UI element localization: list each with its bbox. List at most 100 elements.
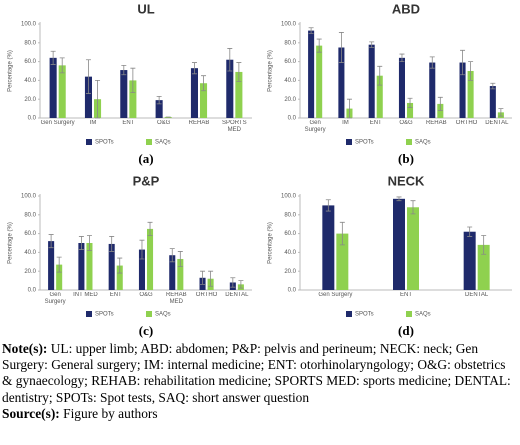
y-tick-label: 100.0 (281, 22, 297, 28)
x-tick-label: SPORTS MED (222, 120, 247, 133)
error-bar (201, 75, 207, 92)
error-bar (78, 236, 84, 250)
x-tick-label: ENT (399, 292, 412, 298)
bar (437, 103, 444, 118)
error-bar (399, 53, 405, 62)
chart-title: UL (137, 1, 154, 16)
note-text: UL: upper limb; ABD: abdomen; P&P: pelvi… (2, 341, 511, 405)
x-tick-label: IM (89, 120, 97, 126)
y-tick-label: 40.0 (24, 250, 36, 256)
error-bar (121, 64, 127, 76)
x-tick-label-box: ORTHO (456, 120, 478, 126)
bar (129, 80, 137, 118)
x-tick-label: ENT (369, 120, 382, 126)
x-tick-label-box: REHAB MED (166, 292, 187, 305)
x-tick-label-box: DENTAL (225, 292, 248, 298)
x-tick-label: O&G (399, 120, 413, 126)
chart-title: NECK (388, 173, 425, 188)
x-tick-label-box: DENTAL (485, 120, 508, 126)
bar (398, 57, 405, 118)
x-tick-label: ENT (109, 292, 122, 298)
figure: UL Percentage (%) 0.0 20.0 40.0 60.0 80.0 100.0… (8, 1, 512, 338)
legend-label: SPOTs (95, 312, 114, 318)
bar (407, 102, 414, 118)
bar (429, 62, 436, 118)
x-tick-label-box: ENT (109, 292, 122, 298)
error-bar (460, 49, 466, 76)
x-tick-label-box: ENT (369, 120, 382, 126)
y-tick-label: 0.0 (288, 288, 297, 294)
bar (322, 205, 335, 290)
x-tick-label: O&G (139, 292, 153, 298)
bar (78, 243, 85, 290)
x-tick-label-box: ENT (122, 120, 134, 126)
bar (200, 83, 208, 118)
error-bar (490, 82, 496, 90)
x-tick-label-box: Gen Surgery (41, 120, 75, 126)
note-label: Note(s): (2, 341, 48, 356)
x-tick-label-box: INT MED (73, 292, 98, 298)
legend-swatch (406, 311, 412, 317)
y-tick-label: 40.0 (284, 78, 296, 84)
y-tick-label: 100.0 (21, 22, 37, 28)
legend-swatch (86, 311, 92, 317)
error-bar (308, 27, 314, 34)
error-bar (316, 38, 322, 53)
source-label: Source(s): (2, 405, 60, 421)
legend-label: SAQs (415, 312, 431, 318)
bar (116, 265, 123, 290)
error-bar (396, 196, 402, 202)
x-tick-label-box: Gen Surgery (305, 120, 326, 133)
x-tick-label: ORTHO (195, 292, 218, 298)
error-bar (437, 96, 443, 111)
x-tick-label: IM (342, 120, 349, 126)
bar (164, 117, 172, 118)
error-bar (238, 280, 244, 289)
source: Source(s): Figure by authors (2, 406, 516, 422)
x-tick-label-box: Gen Surgery (45, 292, 66, 305)
error-bar (498, 108, 504, 117)
bar (49, 57, 57, 118)
x-tick-label-box: IM (342, 120, 349, 126)
legend-label: SPOTs (355, 140, 374, 146)
y-tick-label: 0.0 (28, 116, 37, 122)
bar (368, 44, 375, 118)
error-bar (48, 234, 54, 249)
legend-label: SAQs (155, 140, 171, 146)
x-tick-label: Gen Surgery (318, 292, 353, 298)
x-tick-label-box: O&G (139, 292, 153, 298)
y-tick-label: 80.0 (24, 212, 36, 218)
error-bar (191, 62, 197, 75)
x-tick-label-box: REHAB (426, 120, 447, 126)
error-bar (338, 32, 344, 63)
legend-swatch (86, 139, 92, 145)
legend-label: SPOTs (355, 312, 374, 318)
bar (56, 264, 63, 290)
error-bar (139, 239, 145, 260)
y-tick-label: 60.0 (24, 231, 36, 237)
error-bar (85, 59, 91, 94)
error-bar (95, 80, 101, 119)
legend-swatch (146, 311, 152, 317)
bar (147, 228, 154, 290)
y-tick-label: 60.0 (24, 59, 36, 65)
y-tick-label: 20.0 (284, 97, 296, 103)
error-bar (369, 41, 375, 48)
x-tick-label-box: ENT (399, 292, 412, 298)
x-tick-label-box: Gen Surgery (318, 292, 353, 298)
y-tick-label: 20.0 (24, 269, 36, 275)
legend-swatch (346, 139, 352, 145)
x-tick-label-box: IM (89, 120, 97, 126)
error-bar (481, 235, 487, 255)
y-tick-label: 100.0 (21, 194, 37, 200)
y-tick-label: 80.0 (284, 212, 296, 218)
legend-swatch (406, 139, 412, 145)
panel-label: (a) (138, 151, 153, 166)
x-tick-label-box: REHAB (189, 120, 210, 126)
x-tick-label: O&G (156, 120, 171, 126)
error-bar (346, 98, 352, 119)
error-bar (468, 61, 474, 81)
y-tick-label: 40.0 (24, 78, 36, 84)
chart-title: P&P (133, 173, 160, 188)
error-bar (109, 236, 115, 252)
